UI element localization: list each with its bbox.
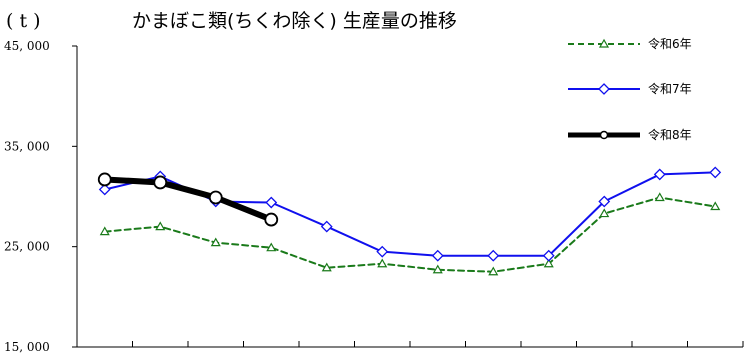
- legend-marker: [598, 38, 610, 48]
- chart-title: かまぼこ類(ちくわ除く) 生産量の推移: [132, 10, 457, 32]
- data-point: [431, 249, 444, 262]
- data-point: [543, 258, 554, 268]
- legend-item: 令和6年: [568, 36, 692, 51]
- data-point: [266, 242, 277, 252]
- data-point: [153, 175, 168, 190]
- y-tick-label: 35, 000: [4, 139, 50, 153]
- data-point: [321, 262, 332, 272]
- data-point: [208, 190, 223, 205]
- series-1: [99, 192, 721, 276]
- plot-area: [97, 166, 722, 276]
- data-point: [432, 264, 443, 274]
- data-point: [155, 221, 166, 231]
- data-point: [97, 172, 112, 187]
- series-line: [103, 171, 717, 257]
- data-point: [377, 258, 388, 268]
- data-point: [709, 166, 722, 179]
- data-point: [264, 212, 279, 227]
- legend-label: 令和8年: [648, 127, 692, 142]
- data-point: [320, 220, 333, 233]
- data-point: [598, 195, 611, 208]
- legend-marker: [599, 130, 609, 140]
- data-point: [99, 226, 110, 236]
- legend-label: 令和7年: [648, 81, 692, 96]
- y-tick-label: 15, 000: [4, 340, 50, 354]
- data-point: [210, 237, 221, 247]
- data-point: [488, 266, 499, 276]
- data-point: [710, 201, 721, 211]
- legend-item: 令和7年: [568, 81, 692, 96]
- data-point: [599, 208, 610, 218]
- data-point: [98, 183, 111, 196]
- data-point: [654, 192, 665, 202]
- series-2: [98, 166, 722, 262]
- data-point: [376, 245, 389, 258]
- y-unit-label: ( t ): [6, 10, 41, 32]
- axes: 45, 000 35, 000 25, 000 15, 000: [4, 39, 744, 354]
- data-point: [542, 249, 555, 262]
- legend-marker: [598, 83, 610, 95]
- legend-label: 令和6年: [648, 36, 692, 51]
- series-line: [103, 196, 717, 273]
- y-tick-label: 45, 000: [4, 39, 50, 53]
- y-tick-label: 25, 000: [4, 240, 50, 254]
- legend-item: 令和8年: [568, 127, 692, 142]
- data-point: [265, 196, 278, 209]
- data-point: [487, 249, 500, 262]
- data-point: [653, 168, 666, 181]
- series-line: [101, 176, 275, 223]
- series-3: [97, 172, 279, 227]
